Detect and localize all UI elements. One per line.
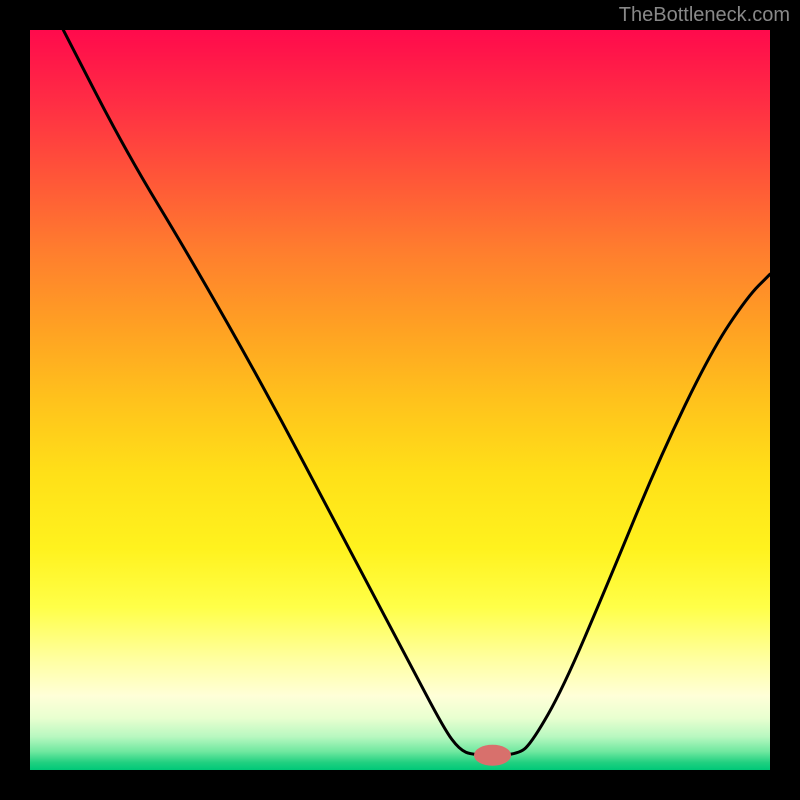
watermark-text: TheBottleneck.com xyxy=(619,4,790,27)
chart-background xyxy=(30,30,770,770)
chart-container xyxy=(30,30,770,770)
bottleneck-chart xyxy=(30,30,770,770)
optimal-marker xyxy=(475,745,511,765)
